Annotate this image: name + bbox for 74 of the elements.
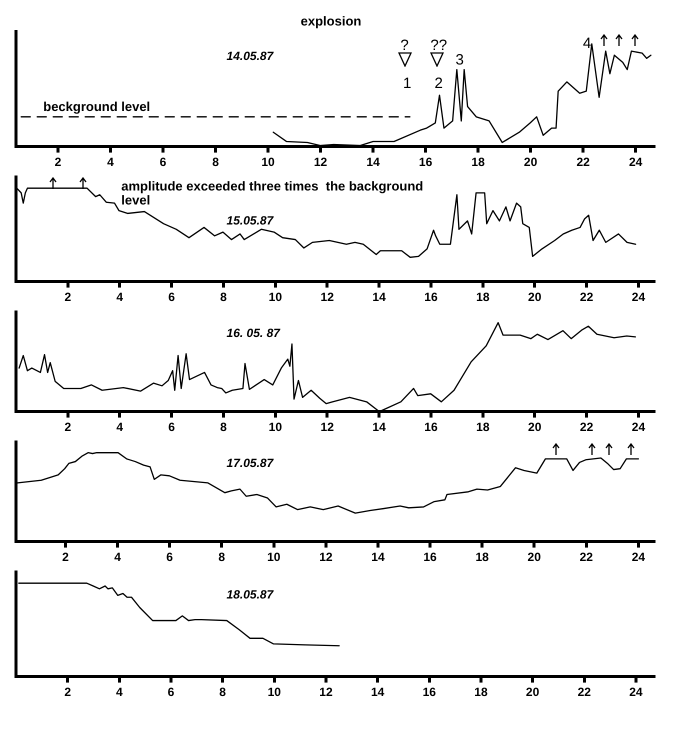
annotation: 4 [582,35,592,52]
x-tick-label: 4 [116,420,124,434]
x-tick-label: 10 [268,685,282,700]
x-tick-label: 16 [424,420,438,434]
x-tick-label: 4 [116,290,124,304]
x-tick-label: 24 [629,685,643,700]
x-tick-label: 18 [476,420,490,434]
x-tick-label: 8 [212,155,220,170]
x-tick-label: 10 [268,290,282,304]
x-tick-label: 8 [218,550,226,564]
x-tick-label: 12 [319,685,333,700]
x-tick-label: 2 [62,550,70,564]
x-tick-label: 24 [632,290,646,304]
x-tick-label: 24 [632,550,646,564]
x-tick-label: 20 [526,685,540,700]
x-tick-label: 22 [580,550,594,564]
x-tick-label: 22 [580,290,594,304]
x-tick-label: 18 [476,290,490,304]
x-tick-label: 18 [471,155,486,170]
chart-subtitle: 16. 05. 87 [226,326,282,340]
annotation: 3 [456,51,464,68]
x-tick-label: 12 [319,550,333,564]
x-tick-label: 2 [64,290,72,304]
x-tick-label: 12 [320,290,334,304]
x-tick-label: 4 [107,155,114,170]
x-tick-label: 10 [261,155,276,170]
x-tick-label: 14 [370,685,385,700]
x-tick-label: 4 [114,550,122,564]
x-tick-label: 6 [168,685,175,700]
x-tick-label: 2 [64,685,72,700]
x-tick-label: 20 [528,550,542,564]
x-tick-label: 2 [64,420,72,434]
text: 15.05.87 [226,213,275,228]
x-tick-label: 10 [268,420,282,434]
x-tick-label: 16 [418,155,433,170]
x-tick-label: 22 [580,420,594,434]
x-tick-label: 6 [166,550,174,564]
x-tick-label: 18 [475,550,490,564]
annotation: ?? [430,37,448,54]
annotation: amplitude exceeded three times the background level [121,178,424,208]
x-tick-label: 14 [372,290,386,304]
x-tick-label: 24 [632,420,646,434]
x-tick-label: 22 [576,155,590,170]
x-tick-label: 20 [524,155,538,170]
x-tick-label: 14 [371,550,385,564]
x-tick-label: 20 [528,290,542,304]
x-tick-label: 6 [168,420,176,434]
annotation: 2 [434,75,443,92]
x-tick-label: 4 [116,685,123,700]
x-tick-label: 8 [219,685,226,700]
x-tick-label: 18 [474,685,488,700]
annotation: ? [400,37,409,54]
x-tick-label: 12 [320,420,334,434]
x-tick-label: 14 [372,420,386,434]
chart-subtitle: 17.05.87 [226,456,275,470]
x-tick-label: 22 [578,685,592,700]
text: 14.05.87 [226,49,275,64]
x-tick-label: 12 [314,155,328,170]
x-tick-label: 8 [220,420,228,434]
annotation: 1 [403,75,412,92]
series-label: beckground level [43,98,150,114]
x-tick-label: 6 [160,155,167,170]
x-tick-label: 20 [528,420,542,434]
x-tick-label: 16 [422,685,436,700]
x-tick-label: 14 [366,155,380,170]
x-tick-label: 8 [220,290,228,304]
x-tick-label: 2 [54,155,62,170]
chart-title: explosion [300,13,362,28]
x-tick-label: 6 [168,290,176,304]
x-tick-label: 16 [424,290,438,304]
x-tick-label: 10 [267,550,281,564]
x-tick-label: 24 [628,155,643,170]
x-tick-label: 16 [423,550,438,564]
chart-subtitle: 18.05.87 [226,587,275,602]
